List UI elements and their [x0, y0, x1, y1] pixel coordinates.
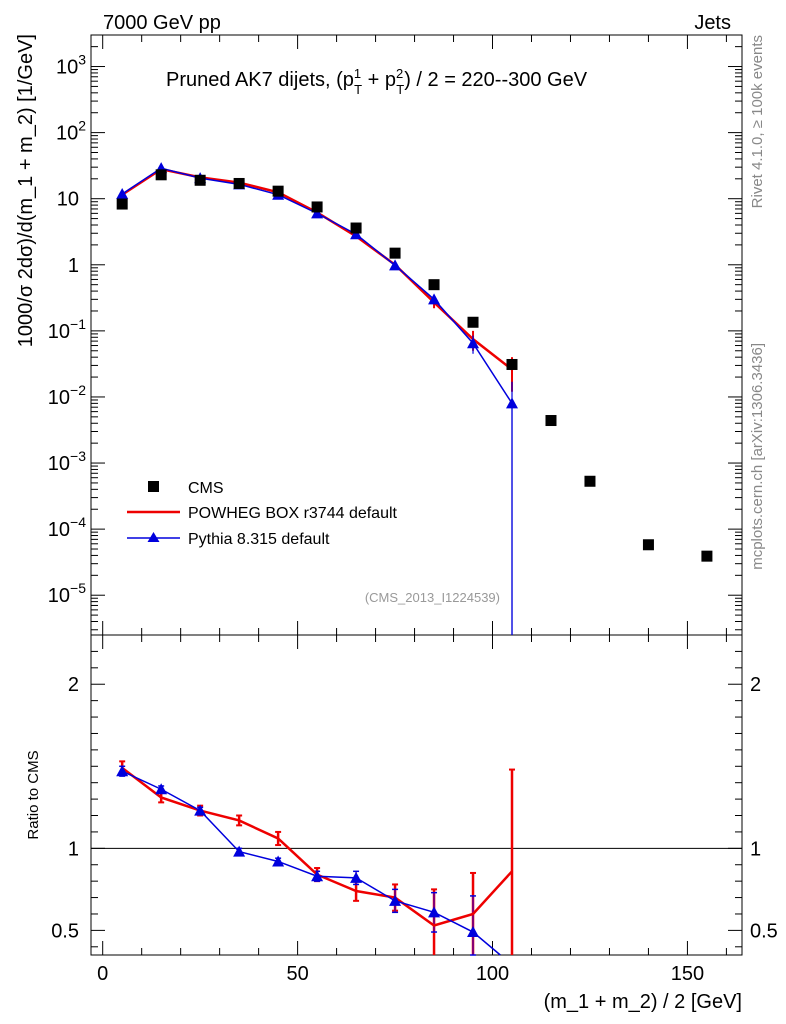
cms-data-point — [155, 169, 167, 181]
legend-label-pythia: Pythia 8.315 default — [188, 531, 330, 548]
cms-data-point — [545, 415, 557, 427]
header-right-label: Jets — [694, 12, 731, 34]
x-axis-title: (m_1 + m_2) / 2 [GeV] — [544, 991, 742, 1013]
ratio-pythia-point — [389, 894, 402, 906]
main-y-tick-label: 10 — [57, 189, 79, 211]
ratio-y-tick-label: 1 — [68, 838, 79, 860]
cms-data-point — [116, 198, 128, 210]
ratio-y-axis-title: Ratio to CMS — [25, 750, 42, 839]
cms-data-point — [428, 279, 440, 291]
ratio-pythia-point — [272, 855, 285, 867]
cms-data-point — [350, 222, 362, 234]
ratio-pythia-point — [467, 926, 480, 938]
pythia-point — [311, 207, 324, 219]
legend-label-cms: CMS — [188, 480, 224, 497]
main-y-axis-title: 1000/σ 2dσ)/d(m_1 + m_2) [1/GeV] — [15, 34, 37, 347]
analysis-reference-label: (CMS_2013_I1224539) — [365, 590, 500, 605]
main-y-tick-label: 10−2 — [48, 382, 86, 409]
main-y-tick-label: 1 — [68, 255, 79, 277]
ratio-plot-frame — [90, 634, 743, 956]
cms-data-point — [272, 185, 284, 197]
cms-data-point — [701, 550, 713, 562]
x-tick-label: 0 — [97, 963, 108, 985]
main-series-layer — [116, 162, 713, 635]
cms-data-point — [506, 358, 518, 370]
main-y-tick-label: 10−1 — [48, 316, 86, 343]
ratio-pythia-point — [350, 871, 363, 883]
pythia-point — [506, 397, 519, 409]
main-y-tick-label: 102 — [56, 118, 86, 145]
ratio-axis-ticks: 0.5 0.5 1 1 2 2 0 50 100 150 — [51, 634, 778, 985]
pythia-point — [389, 259, 402, 271]
cms-data-point — [311, 201, 323, 213]
x-tick-label: 100 — [476, 963, 509, 985]
cms-data-point — [194, 174, 206, 186]
pythia-point — [467, 337, 480, 349]
ratio-pythia-point — [116, 765, 129, 777]
cms-data-point — [389, 247, 401, 259]
ratio-y-tick-label-right: 1 — [750, 838, 761, 860]
ratio-pythia-point — [311, 870, 324, 882]
ratio-pythia-point — [155, 783, 168, 795]
legend-label-powheg: POWHEG BOX r3744 default — [188, 505, 398, 522]
main-y-tick-label: 10−3 — [48, 448, 86, 475]
main-y-tick-label: 103 — [56, 52, 86, 79]
legend: CMS POWHEG BOX r3744 default Pythia 8.31… — [127, 480, 398, 548]
main-y-tick-label: 10−5 — [48, 580, 86, 607]
ratio-pythia-point — [194, 804, 207, 816]
cms-data-point — [584, 475, 596, 487]
ratio-series-layer — [116, 403, 516, 956]
x-tick-label: 150 — [671, 963, 704, 985]
mcplots-reference-label: mcplots.cern.ch [arXiv:1306.3436] — [749, 343, 766, 570]
cms-data-point — [467, 316, 479, 328]
ratio-y-tick-label: 2 — [68, 674, 79, 696]
ratio-pythia-point — [233, 845, 246, 857]
header-left-label: 7000 GeV pp — [103, 12, 221, 34]
pythia-point — [116, 187, 129, 199]
ratio-pythia-point — [428, 906, 441, 918]
ratio-pythia-line — [121, 770, 501, 956]
ratio-y-tick-label: 0.5 — [51, 920, 79, 942]
ratio-y-tick-label-right: 0.5 — [750, 920, 778, 942]
ratio-powheg-line — [121, 766, 513, 927]
powheg-line — [121, 167, 513, 371]
cms-data-point — [233, 177, 245, 189]
ratio-y-tick-label-right: 2 — [750, 674, 761, 696]
pythia-point — [350, 228, 363, 240]
legend-marker-pythia — [147, 532, 160, 542]
x-tick-label: 50 — [286, 963, 308, 985]
rivet-version-label: Rivet 4.1.0, ≥ 100k events — [749, 35, 766, 208]
legend-marker-cms — [148, 481, 159, 492]
main-y-tick-label: 10−4 — [48, 514, 86, 541]
plot-title: Pruned AK7 dijets, (p1 T + p2 T) / 2 = 220… — [166, 66, 588, 97]
pythia-point — [428, 293, 441, 305]
cms-data-point — [642, 539, 654, 551]
